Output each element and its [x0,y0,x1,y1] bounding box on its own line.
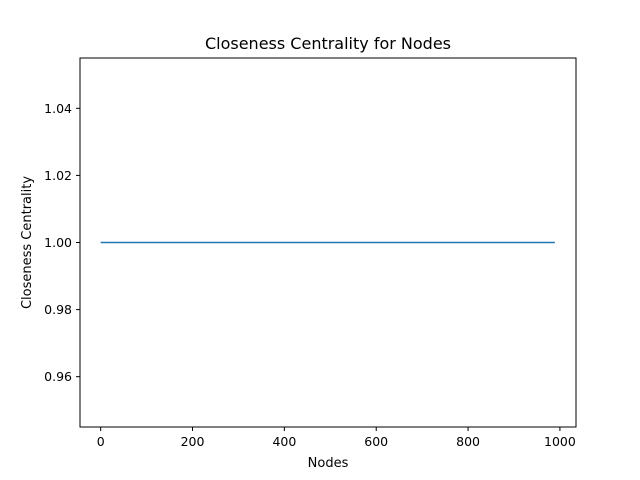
x-tick-label: 400 [272,434,296,449]
y-axis-label: Closeness Centrality [20,176,35,309]
x-tick-label: 1000 [544,434,576,449]
y-tick-label: 1.02 [44,168,72,183]
chart-title: Closeness Centrality for Nodes [205,34,451,53]
x-tick-label: 200 [181,434,205,449]
y-tick-label: 0.96 [44,369,72,384]
plot-frame [79,57,577,428]
x-tick-label: 800 [456,434,480,449]
x-axis-label: Nodes [308,456,349,471]
y-tick-label: 0.98 [44,302,72,317]
x-axis-ticks: 0 200 400 600 800 1000 [97,427,576,449]
y-tick-label: 1.00 [44,235,72,250]
y-tick-label: 1.04 [44,101,72,116]
x-tick-label: 0 [97,434,105,449]
x-tick-label: 600 [364,434,388,449]
y-axis-ticks: 0.96 0.98 1.00 1.02 1.04 [44,101,80,384]
